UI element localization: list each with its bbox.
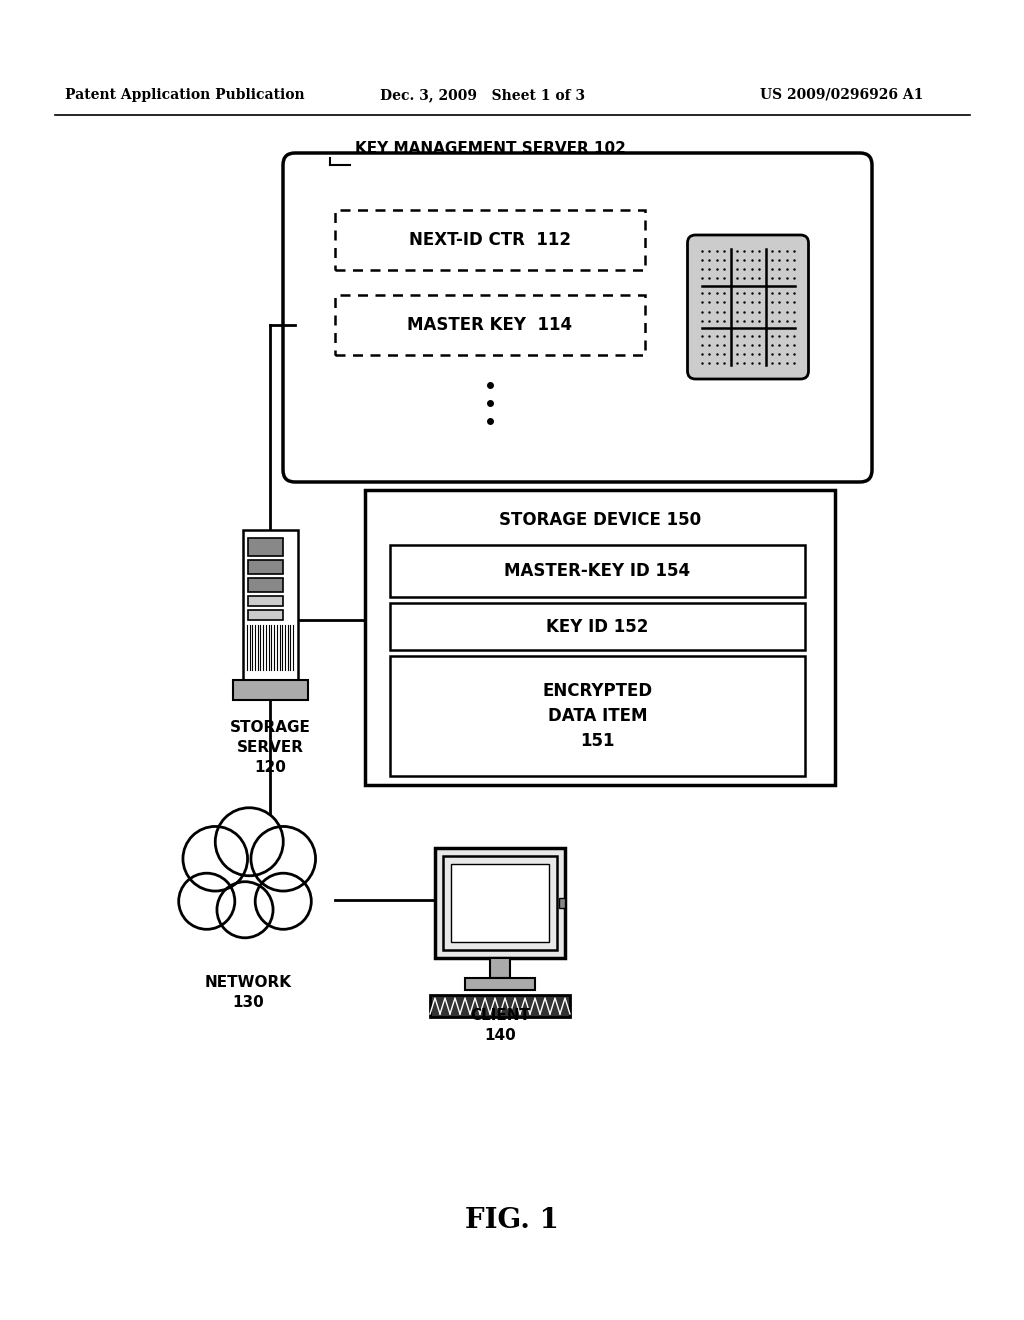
Text: NETWORK
130: NETWORK 130 [205,975,292,1010]
Text: CLIENT
140: CLIENT 140 [470,1008,530,1043]
FancyBboxPatch shape [365,490,835,785]
FancyBboxPatch shape [248,560,284,574]
FancyBboxPatch shape [283,153,872,482]
FancyBboxPatch shape [248,578,284,591]
FancyBboxPatch shape [243,531,298,680]
Text: Dec. 3, 2009   Sheet 1 of 3: Dec. 3, 2009 Sheet 1 of 3 [380,88,585,102]
Text: NEXT-ID CTR  112: NEXT-ID CTR 112 [409,231,571,249]
Text: STORAGE DEVICE 150: STORAGE DEVICE 150 [499,511,701,529]
FancyBboxPatch shape [248,597,284,606]
Circle shape [215,808,284,875]
Text: STORAGE
SERVER
120: STORAGE SERVER 120 [229,719,310,775]
Text: MASTER-KEY ID 154: MASTER-KEY ID 154 [505,562,690,579]
FancyBboxPatch shape [490,958,510,978]
FancyBboxPatch shape [248,610,284,620]
FancyBboxPatch shape [465,978,535,990]
FancyBboxPatch shape [335,210,645,271]
FancyBboxPatch shape [451,865,549,942]
Circle shape [179,874,234,929]
FancyBboxPatch shape [559,898,565,908]
FancyBboxPatch shape [390,545,805,597]
FancyBboxPatch shape [390,656,805,776]
Text: Patent Application Publication: Patent Application Publication [65,88,304,102]
Circle shape [251,826,315,891]
Text: KEY MANAGEMENT SERVER 102: KEY MANAGEMENT SERVER 102 [355,141,626,156]
Text: US 2009/0296926 A1: US 2009/0296926 A1 [760,88,924,102]
FancyBboxPatch shape [435,847,565,958]
Circle shape [255,874,311,929]
FancyBboxPatch shape [390,603,805,649]
Text: KEY ID 152: KEY ID 152 [547,618,648,635]
Text: FIG. 1: FIG. 1 [465,1206,559,1233]
FancyBboxPatch shape [335,294,645,355]
FancyBboxPatch shape [687,235,809,379]
Circle shape [217,882,273,937]
FancyBboxPatch shape [232,680,307,700]
FancyBboxPatch shape [443,855,557,950]
Text: MASTER KEY  114: MASTER KEY 114 [408,315,572,334]
FancyBboxPatch shape [430,995,570,1016]
Text: ENCRYPTED
DATA ITEM
151: ENCRYPTED DATA ITEM 151 [543,682,652,750]
Circle shape [183,826,248,891]
FancyBboxPatch shape [248,539,284,556]
